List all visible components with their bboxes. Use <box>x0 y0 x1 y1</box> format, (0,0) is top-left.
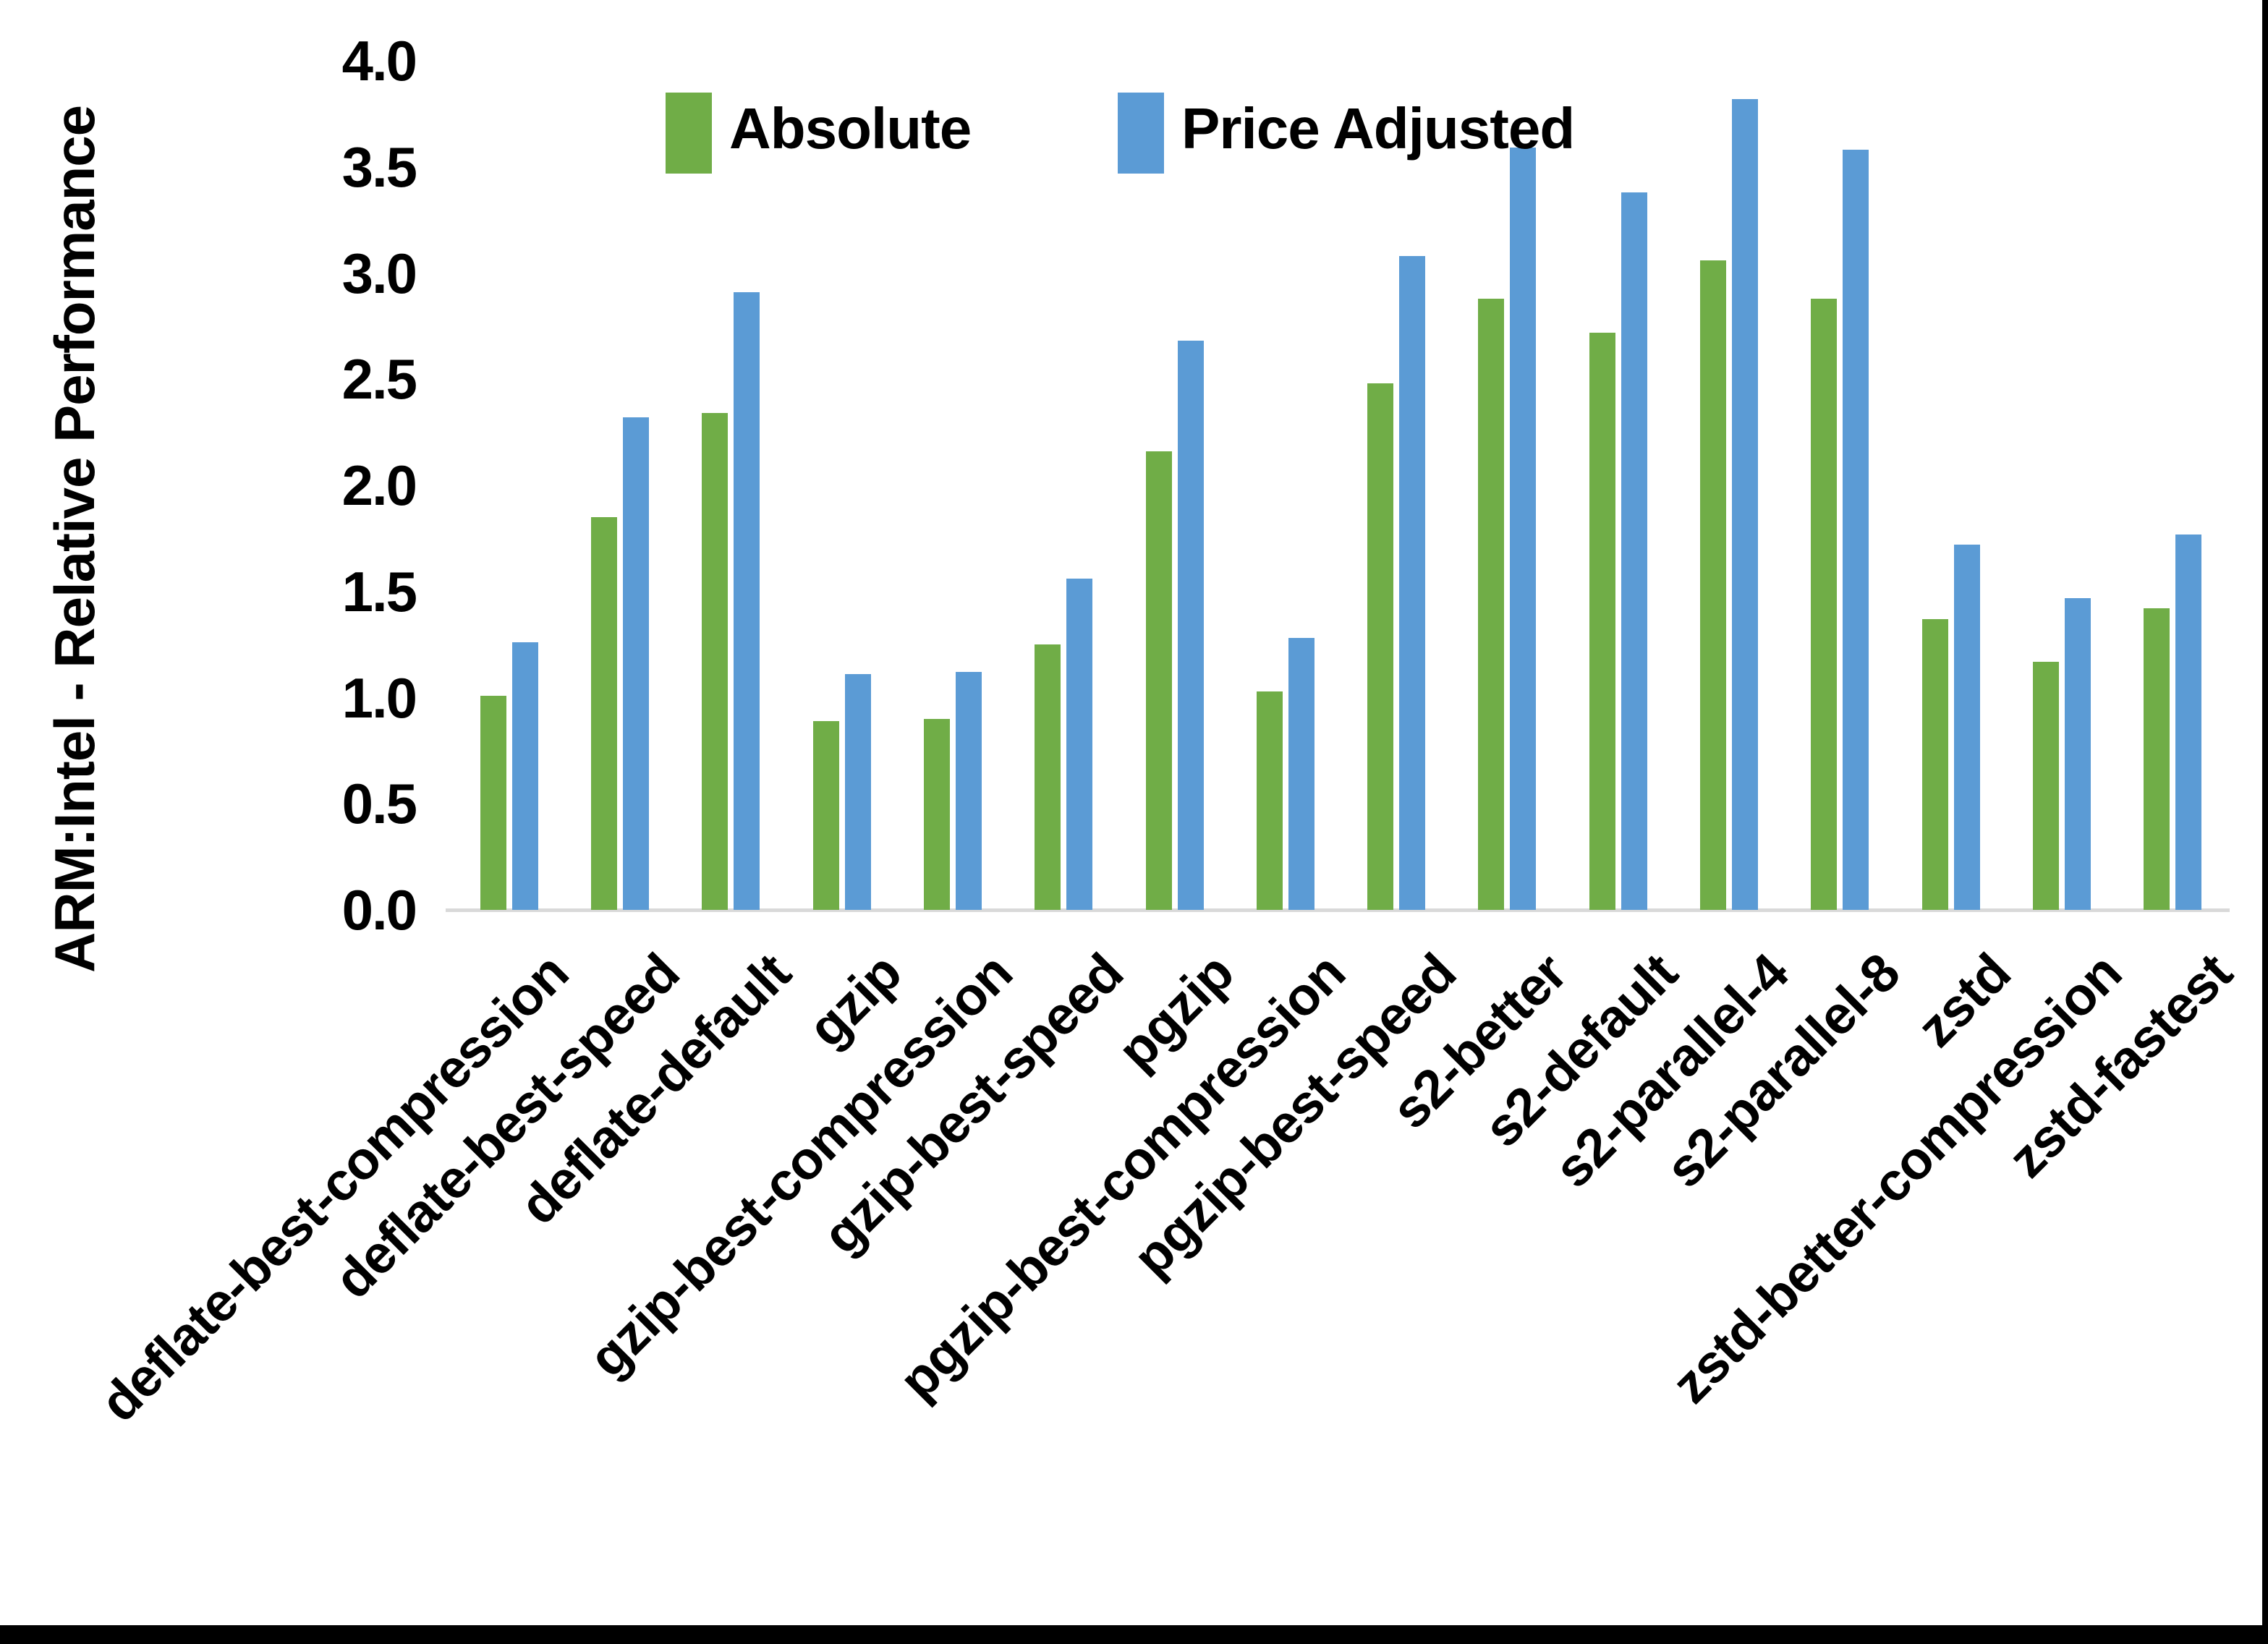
bar-price-adjusted-gzip-best-compression <box>955 672 982 910</box>
x-axis-baseline <box>446 908 2230 912</box>
y-tick-label-3.0: 3.0 <box>341 241 417 305</box>
bar-price-adjusted-zstd-fastest <box>2175 534 2202 910</box>
bar-absolute-deflate-best-speed <box>590 517 617 910</box>
legend-label-absolute: Absolute <box>729 96 972 161</box>
bar-absolute-pgzip <box>1145 451 1172 910</box>
y-tick-label-2.0: 2.0 <box>341 453 417 517</box>
bar-price-adjusted-s2-parallel-8 <box>1843 150 1869 910</box>
bar-price-adjusted-zstd-better-compression <box>2065 597 2091 910</box>
bar-price-adjusted-deflate-best-compression <box>511 642 538 910</box>
bar-price-adjusted-pgzip-best-compression <box>1288 638 1314 910</box>
bar-absolute-pgzip-best-speed <box>1367 383 1394 910</box>
bar-absolute-gzip-best-compression <box>923 718 950 910</box>
bar-absolute-s2-default <box>1589 332 1615 910</box>
legend-swatch-absolute <box>666 93 712 174</box>
bar-price-adjusted-s2-default <box>1621 192 1647 910</box>
legend-label-price-adjusted: Price Adjusted <box>1181 96 1575 161</box>
y-tick-label-1.0: 1.0 <box>341 665 417 730</box>
y-axis-title: ARM:Intel - Relative Performance <box>43 106 106 973</box>
y-tick-label-0.0: 0.0 <box>341 878 417 942</box>
bar-absolute-deflate-default <box>702 413 729 910</box>
bar-absolute-gzip <box>812 720 839 910</box>
legend-swatch-price-adjusted <box>1118 93 1164 174</box>
bar-absolute-s2-parallel-8 <box>1811 298 1838 910</box>
bar-absolute-s2-better <box>1478 298 1505 910</box>
bar-price-adjusted-gzip <box>844 674 871 910</box>
bar-price-adjusted-deflate-best-speed <box>622 417 649 910</box>
bar-price-adjusted-gzip-best-speed <box>1066 579 1093 910</box>
bar-price-adjusted-zstd <box>1953 545 1980 910</box>
bar-absolute-s2-parallel-4 <box>1700 260 1727 910</box>
bar-price-adjusted-s2-parallel-4 <box>1732 98 1759 910</box>
bar-absolute-zstd-fastest <box>2144 608 2170 910</box>
window-bottom-edge <box>0 1625 2268 1644</box>
bar-absolute-pgzip-best-compression <box>1256 691 1283 910</box>
y-tick-label-1.5: 1.5 <box>341 559 417 623</box>
window-right-edge <box>2262 0 2268 1644</box>
bar-price-adjusted-pgzip-best-speed <box>1399 256 1426 910</box>
bar-absolute-zstd <box>1921 618 1948 910</box>
bar-absolute-gzip-best-speed <box>1035 644 1061 910</box>
y-tick-label-2.5: 2.5 <box>341 347 417 412</box>
plot-area <box>454 61 2228 910</box>
y-tick-label-4.0: 4.0 <box>341 29 417 93</box>
y-tick-label-3.5: 3.5 <box>341 135 417 199</box>
bar-price-adjusted-pgzip <box>1177 341 1204 910</box>
bar-price-adjusted-s2-better <box>1510 148 1537 910</box>
bar-price-adjusted-deflate-default <box>734 291 760 910</box>
bar-absolute-deflate-best-compression <box>480 695 506 910</box>
bar-absolute-zstd-better-compression <box>2033 661 2060 910</box>
y-tick-label-0.5: 0.5 <box>341 772 417 836</box>
category-label-deflate-best-compression: deflate-best-compression <box>88 942 580 1434</box>
